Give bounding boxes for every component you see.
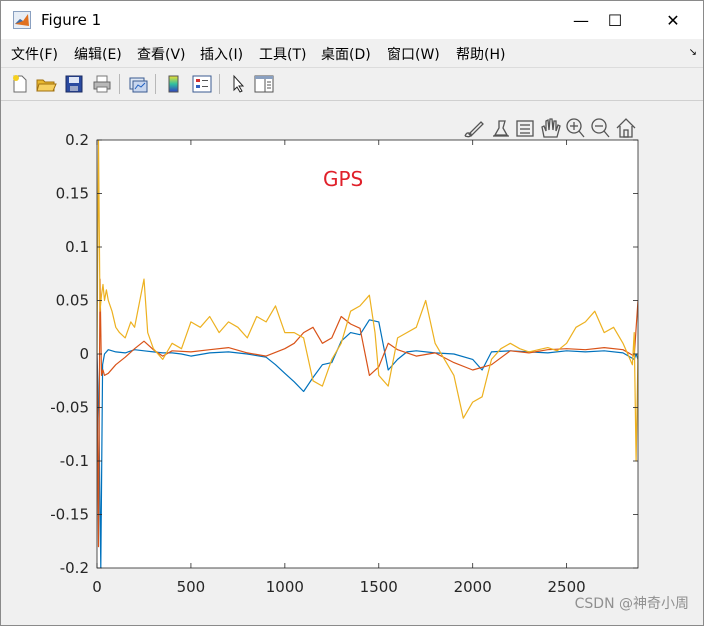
close-button[interactable]: ✕ xyxy=(649,1,697,39)
y-tick-label: -0.1 xyxy=(60,452,89,470)
maximize-button[interactable]: ☐ xyxy=(591,1,639,39)
menu-help[interactable]: 帮助(H) xyxy=(456,47,506,63)
gps-annotation: GPS xyxy=(323,167,363,191)
menu-dock-arrow-icon[interactable]: ↘ xyxy=(688,47,697,58)
zoom-out-icon[interactable] xyxy=(591,118,610,138)
save-icon[interactable] xyxy=(63,73,85,95)
series-line-2 xyxy=(97,278,638,548)
y-tick-label: -0.05 xyxy=(50,399,89,417)
y-tick-label: 0.2 xyxy=(65,131,89,149)
home-icon[interactable] xyxy=(616,118,636,138)
y-tick-label: 0.05 xyxy=(56,292,89,310)
y-tick-label: -0.15 xyxy=(50,506,89,524)
ticks-layer: 0 500 1000 1500 2000 2500 -0.2 -0.15 -0.1 -0.05 0 0… xyxy=(50,131,638,596)
toolbar-separator xyxy=(219,74,220,94)
series-layer xyxy=(97,140,638,568)
toolbar-separator xyxy=(155,74,156,94)
menu-file[interactable]: 文件(F) xyxy=(11,47,58,63)
minimize-icon: — xyxy=(573,10,589,30)
menu-edit[interactable]: 编辑(E) xyxy=(74,47,122,63)
y-tick-label: 0.1 xyxy=(65,238,89,256)
close-icon: ✕ xyxy=(666,10,680,30)
x-tick-label: 2500 xyxy=(548,578,586,596)
menu-insert[interactable]: 插入(I) xyxy=(200,47,244,63)
axes-toolbar xyxy=(464,118,636,138)
minimize-button[interactable]: — xyxy=(557,1,605,39)
link-plot-icon[interactable] xyxy=(127,73,149,95)
y-tick-label: -0.2 xyxy=(60,559,89,577)
legend-icon[interactable] xyxy=(191,73,213,95)
pan-icon[interactable] xyxy=(541,118,561,138)
colorbar-icon[interactable] xyxy=(163,73,185,95)
x-tick-label: 0 xyxy=(92,578,102,596)
x-tick-label: 1500 xyxy=(360,578,398,596)
brush-icon[interactable] xyxy=(464,121,484,138)
series-line-3 xyxy=(97,140,638,462)
property-editor-icon[interactable] xyxy=(253,73,275,95)
csdn-watermark: CSDN @神奇小周 xyxy=(574,596,689,612)
zoom-in-icon[interactable] xyxy=(566,118,585,138)
x-tick-label: 2000 xyxy=(454,578,492,596)
open-file-icon[interactable] xyxy=(35,73,57,95)
plot-svg: 0 500 1000 1500 2000 2500 -0.2 -0.15 -0.1 -0.05 0 0… xyxy=(50,118,639,596)
figure-canvas: 0 500 1000 1500 2000 2500 -0.2 -0.15 -0.1 -0.05 0 0… xyxy=(5,101,699,621)
matlab-logo-icon xyxy=(13,11,31,29)
window-title: Figure 1 xyxy=(41,11,102,29)
data-tips-icon[interactable] xyxy=(493,120,509,137)
menu-bar: 文件(F) 编辑(E) 查看(V) 插入(I) 工具(T) 桌面(D) 窗口(W… xyxy=(1,39,703,65)
series-line-1 xyxy=(97,319,638,568)
menu-tools[interactable]: 工具(T) xyxy=(259,47,307,63)
axes-background xyxy=(97,140,638,568)
figure-toolbar xyxy=(1,67,703,101)
y-tick-label: 0.15 xyxy=(56,185,89,203)
y-tick-label: 0 xyxy=(79,345,89,363)
print-icon[interactable] xyxy=(91,73,113,95)
title-bar: Figure 1 — ☐ ✕ xyxy=(1,1,703,39)
menu-view[interactable]: 查看(V) xyxy=(137,47,186,63)
menu-window[interactable]: 窗口(W) xyxy=(387,47,440,63)
x-tick-label: 1000 xyxy=(266,578,304,596)
rotate-icon[interactable] xyxy=(516,120,534,137)
x-tick-label: 500 xyxy=(177,578,206,596)
toolbar-separator xyxy=(119,74,120,94)
pointer-icon[interactable] xyxy=(227,73,249,95)
menu-desktop[interactable]: 桌面(D) xyxy=(321,47,371,63)
new-figure-icon[interactable] xyxy=(9,73,31,95)
maximize-icon: ☐ xyxy=(607,10,623,30)
